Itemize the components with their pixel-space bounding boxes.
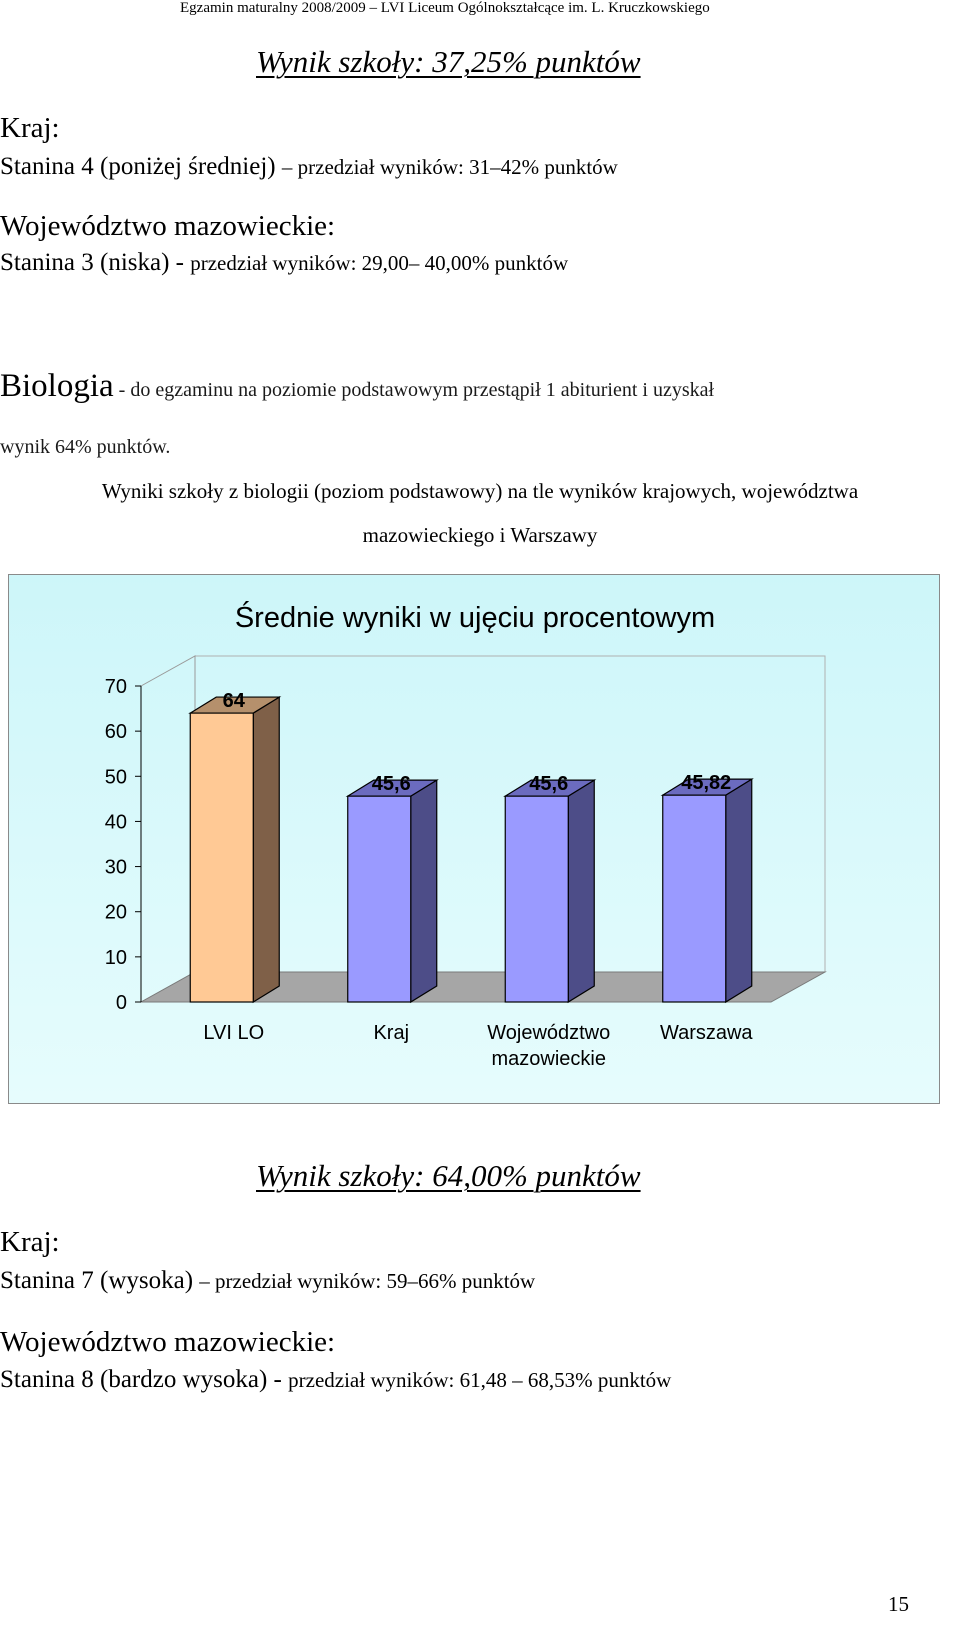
x-category-label-2-1: mazowieckie	[492, 1048, 606, 1070]
bar-1	[347, 795, 412, 1003]
country-stanine-1: Stanina 4 (poniżej średniej)	[0, 153, 276, 180]
page-header: Egzamin maturalny 2008/2009 – LVI Liceum…	[180, 0, 710, 16]
y-tick-label-0: 0	[116, 992, 127, 1014]
biology-subject: Biologia	[0, 368, 114, 404]
x-category-label-0: LVI LO	[203, 1022, 264, 1044]
bar-value-label-0: 64	[223, 690, 246, 712]
voivodeship-range-2: przedział wyników: 61,48 – 68,53% punktó…	[288, 1368, 672, 1392]
bar-value-label-1: 45,6	[372, 773, 411, 795]
voivodeship-stanine-2: Stanina 8 (bardzo wysoka) -	[0, 1366, 282, 1393]
voivodeship-range-1: przedział wyników: 29,00– 40,00% punktów	[190, 251, 569, 275]
biology-text-1: - do egzaminu na poziomie podstawowym pr…	[113, 379, 715, 401]
country-label-2: Kraj:	[0, 1226, 60, 1258]
y-tick-label-20: 20	[105, 902, 127, 924]
y-tick-label-70: 70	[105, 676, 127, 698]
country-stanine-line-2: Stanina 7 (wysoka) – przedział wyników: …	[0, 1267, 535, 1295]
country-range-1: – przedział wyników: 31–42% punktów	[281, 155, 618, 179]
voivodeship-stanine-line-1: Stanina 3 (niska) - przedział wyników: 2…	[0, 249, 568, 277]
chart-caption-line-2: mazowieckiego i Warszawy	[362, 523, 598, 547]
chart-side-wall	[140, 655, 196, 1003]
bar-side-1	[410, 779, 438, 1004]
y-tick-label-10: 10	[105, 947, 127, 969]
school-result-1: Wynik szkoły: 37,25% punktów	[256, 44, 641, 79]
country-label-1: Kraj:	[0, 112, 60, 144]
biology-line-1: Biologia - do egzaminu na poziomie podst…	[0, 368, 714, 405]
voivodeship-label-1: Województwo mazowieckie:	[0, 210, 336, 242]
chart-title: Średnie wyniki w ujęciu procentowym	[235, 600, 715, 634]
voivodeship-stanine-line-2: Stanina 8 (bardzo wysoka) - przedział wy…	[0, 1366, 671, 1394]
bar-side-3	[725, 778, 753, 1004]
biology-line-2: wynik 64% punktów.	[0, 436, 171, 458]
country-stanine-2: Stanina 7 (wysoka)	[0, 1267, 194, 1294]
x-category-label-3: Warszawa	[660, 1022, 753, 1044]
bar-3	[662, 794, 727, 1003]
bar-chart: Średnie wyniki w ujęciu procentowym 0 10 2…	[105, 600, 827, 1070]
bar-side-2	[567, 779, 595, 1004]
bar-0	[189, 712, 254, 1003]
x-category-label-1: Kraj	[373, 1022, 409, 1044]
country-range-2: – przedział wyników: 59–66% punktów	[199, 1269, 536, 1293]
y-tick-label-30: 30	[105, 857, 127, 879]
x-category-label-2-0: Województwo	[487, 1022, 610, 1044]
y-tick-label-50: 50	[105, 766, 127, 788]
school-result-2: Wynik szkoły: 64,00% punktów	[256, 1158, 641, 1193]
bar-value-label-2: 45,6	[529, 773, 568, 795]
voivodeship-stanine-1: Stanina 3 (niska) -	[0, 249, 184, 276]
page-number: 15	[888, 1592, 909, 1616]
chart-container: Średnie wyniki w ujęciu procentowym 0 10 2…	[8, 574, 940, 1104]
y-tick-label-40: 40	[105, 811, 127, 833]
y-tick-label-60: 60	[105, 721, 127, 743]
bar-side-0	[252, 696, 280, 1004]
voivodeship-label-2: Województwo mazowieckie:	[0, 1326, 336, 1358]
chart-caption-line-1: Wyniki szkoły z biologii (poziom podstaw…	[101, 479, 859, 503]
chart-body: 0 10 20 30 40 50 60 70 64 LVI LO 45,6 Kraj 45,6 Wojew…	[105, 655, 827, 1070]
country-stanine-line-1: Stanina 4 (poniżej średniej) – przedział…	[0, 153, 618, 181]
bar-value-label-3: 45,82	[681, 772, 731, 794]
bar-2	[504, 795, 569, 1003]
